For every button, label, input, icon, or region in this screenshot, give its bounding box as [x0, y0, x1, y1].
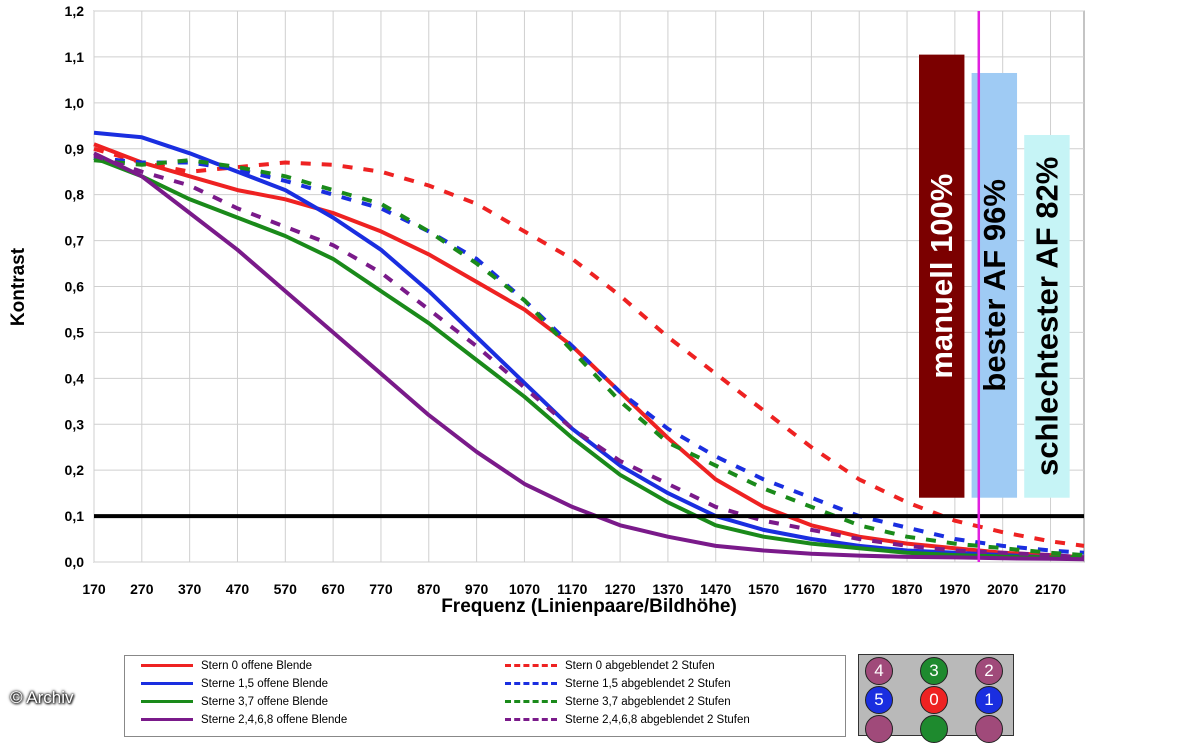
x-tick-label: 1770 — [844, 581, 875, 597]
x-tick-label: 270 — [130, 581, 154, 597]
y-tick-label: 0,3 — [65, 416, 85, 432]
x-tick-label: 1470 — [700, 581, 731, 597]
ratio-bar — [919, 54, 965, 498]
x-tick-label: 770 — [369, 581, 393, 597]
legend-item: Sterne 3,7 offene Blende — [141, 693, 328, 710]
x-tick-label: 2070 — [987, 581, 1018, 597]
legend-label: Stern 0 abgeblendet 2 Stufen — [565, 659, 715, 672]
x-tick-label: 170 — [82, 581, 106, 597]
legend-label: Stern 0 offene Blende — [201, 659, 313, 672]
x-tick-label: 570 — [274, 581, 298, 597]
legend: Stern 0 offene Blende Sterne 1,5 offene B… — [124, 655, 846, 737]
y-axis-title: Kontrast — [8, 247, 29, 326]
legend-swatch — [505, 700, 557, 703]
star-marker: 2 — [975, 657, 1003, 685]
contrast-chart: manuell 100% bester AF 96% schlechtester A… — [8, 3, 1085, 617]
star-marker: 0 — [920, 686, 948, 714]
legend-swatch — [141, 664, 193, 667]
star-marker: 4 — [865, 657, 893, 685]
series-line — [93, 158, 1085, 558]
x-tick-label: 1870 — [891, 581, 922, 597]
legend-item: Sterne 1,5 abgeblendet 2 Stufen — [505, 675, 731, 692]
x-axis-title: Frequenz (Linienpaare/Bildhöhe) — [441, 596, 737, 617]
legend-item: Stern 0 abgeblendet 2 Stufen — [505, 657, 715, 674]
ratio-bar — [1024, 134, 1070, 498]
x-tick-label: 1970 — [939, 581, 970, 597]
x-tick-label: 470 — [226, 581, 250, 597]
x-tick-label: 1070 — [509, 581, 540, 597]
x-tick-label: 670 — [321, 581, 345, 597]
x-tick-label: 1670 — [796, 581, 827, 597]
legend-swatch — [505, 664, 557, 667]
legend-label: Sterne 1,5 offene Blende — [201, 677, 329, 690]
y-tick-label: 0,7 — [65, 233, 85, 249]
star-marker-partial — [920, 715, 948, 743]
star-marker: 1 — [975, 686, 1003, 714]
y-tick-labels: 0,0 0,1 0,2 0,3 0,4 0,5 0,6 0,7 0,8 0,9 1,0 1,1 1,2 — [65, 3, 85, 570]
x-tick-label: 970 — [465, 581, 489, 597]
series-line — [93, 156, 1084, 560]
y-tick-label: 1,0 — [65, 95, 85, 111]
legend-item: Sterne 3,7 abgeblendet 2 Stufen — [505, 693, 731, 710]
series-line — [93, 146, 1085, 548]
star-marker-partial — [865, 715, 893, 743]
series-line — [93, 142, 1085, 560]
ratio-bar-label: schlechtester AF 82% — [1029, 157, 1064, 476]
y-tick-label: 0,8 — [65, 187, 85, 203]
legend-swatch — [141, 700, 193, 703]
series-line — [93, 155, 1085, 555]
x-tick-label: 2170 — [1035, 581, 1066, 597]
copyright-text: © Archiv — [10, 688, 74, 707]
y-tick-label: 0,5 — [65, 324, 85, 340]
y-tick-label: 0,6 — [65, 279, 85, 295]
y-tick-label: 0,0 — [65, 554, 85, 570]
legend-item: Stern 0 offene Blende — [141, 657, 312, 674]
legend-item: Sterne 1,5 offene Blende — [141, 675, 328, 692]
legend-label: Sterne 1,5 abgeblendet 2 Stufen — [565, 677, 731, 690]
star-marker: 5 — [865, 686, 893, 714]
y-tick-label: 0,1 — [65, 508, 85, 524]
x-tick-label: 1570 — [748, 581, 779, 597]
ratio-bar-label: bester AF 96% — [977, 179, 1012, 392]
y-tick-label: 0,2 — [65, 462, 85, 478]
y-tick-label: 1,2 — [65, 3, 85, 19]
ratio-bar-label: manuell 100% — [924, 174, 959, 379]
legend-label: Sterne 3,7 abgeblendet 2 Stufen — [565, 695, 731, 708]
star-marker-partial — [975, 715, 1003, 743]
x-tick-label: 1370 — [652, 581, 683, 597]
x-tick-label: 370 — [178, 581, 202, 597]
x-tick-label: 1270 — [605, 581, 636, 597]
y-tick-label: 0,9 — [65, 141, 85, 157]
legend-swatch — [505, 682, 557, 685]
x-tick-label: 870 — [417, 581, 441, 597]
y-tick-label: 0,4 — [65, 370, 85, 386]
star-marker: 3 — [920, 657, 948, 685]
y-tick-label: 1,1 — [65, 49, 85, 65]
legend-label: Sterne 3,7 offene Blende — [201, 695, 329, 708]
x-tick-labels: 170 270 370 470 570 670 770 870 970 1070 1170 1270 1… — [82, 581, 1066, 597]
x-tick-label: 1170 — [557, 581, 588, 597]
legend-swatch — [141, 682, 193, 685]
